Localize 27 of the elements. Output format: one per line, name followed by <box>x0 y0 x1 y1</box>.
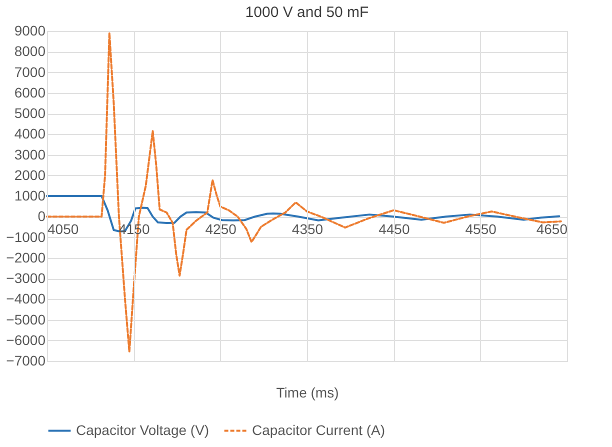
y-tick-label: −4000 <box>6 290 46 307</box>
y-tick-label: 2000 <box>14 166 46 183</box>
x-tick-label: 4650 <box>536 221 568 238</box>
legend-label: Capacitor Voltage (V) <box>76 422 210 438</box>
y-tick-label: −1000 <box>6 228 46 245</box>
x-tick-label: 4050 <box>48 221 79 238</box>
y-tick-label: 4000 <box>14 126 46 142</box>
y-tick-label: 5000 <box>14 105 46 121</box>
x-tick-label: 4450 <box>378 221 410 238</box>
y-tick-label: 7000 <box>14 64 46 80</box>
y-tick-label: 1000 <box>14 188 46 204</box>
x-tick-label: 4550 <box>465 221 497 238</box>
x-tick-label: 4350 <box>292 221 324 238</box>
x-axis-title: Time (ms) <box>276 384 339 400</box>
y-tick-label: 6000 <box>14 84 46 100</box>
y-tick-label: −5000 <box>6 311 46 328</box>
y-tick-label: −6000 <box>6 332 46 348</box>
y-tick-label: 8000 <box>14 43 46 60</box>
y-tick-label: −2000 <box>6 249 46 266</box>
y-tick-label: 0 <box>38 208 46 224</box>
y-tick-label: 3000 <box>14 146 46 162</box>
y-tick-label: −7000 <box>6 352 46 368</box>
x-tick-label: 4250 <box>205 221 237 238</box>
chart-title: 1000 V and 50 mF <box>245 4 369 21</box>
y-tick-label: −3000 <box>6 270 46 286</box>
y-tick-label: 9000 <box>14 22 46 38</box>
legend-label: Capacitor Current (A) <box>252 422 386 438</box>
